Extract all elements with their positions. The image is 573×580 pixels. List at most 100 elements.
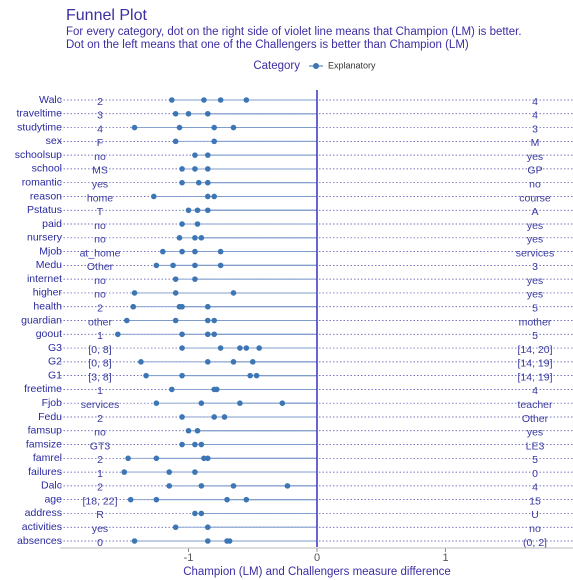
- challenger-label: 0: [97, 537, 103, 549]
- dot: [194, 221, 201, 227]
- challenger-label: yes: [92, 178, 108, 190]
- dot: [217, 345, 224, 351]
- challenger-label: services: [81, 399, 120, 411]
- dot: [176, 124, 183, 131]
- challenger-label: 1: [97, 330, 103, 342]
- dot: [204, 179, 211, 186]
- dot: [211, 317, 217, 324]
- challenger-label: no: [94, 289, 106, 301]
- challenger-label: 4: [97, 123, 103, 135]
- champion-label: [14, 19]: [517, 358, 552, 370]
- dot: [168, 386, 175, 393]
- dot: [230, 290, 237, 296]
- dot: [221, 414, 228, 420]
- dot: [192, 235, 198, 241]
- challenger-label: GT3: [90, 440, 111, 452]
- row-name: Medu: [36, 259, 62, 271]
- dot: [127, 496, 134, 503]
- row-name: Mjob: [39, 245, 62, 257]
- champion-label: U: [531, 509, 539, 521]
- dot: [192, 469, 198, 475]
- dot: [198, 441, 205, 448]
- challenger-label: [3, 8]: [88, 371, 111, 383]
- row-name: G2: [48, 356, 62, 368]
- challenger-label: yes: [92, 523, 108, 535]
- challenger-label: home: [87, 192, 113, 204]
- challenger-label: 2: [97, 413, 103, 425]
- dot: [195, 179, 202, 186]
- row-name: paid: [42, 218, 62, 230]
- dot: [237, 345, 243, 351]
- champion-label: [14, 20]: [517, 344, 552, 356]
- dot: [153, 496, 160, 503]
- dot: [185, 427, 192, 434]
- dot: [204, 359, 211, 365]
- chart-title: Funnel Plot: [66, 7, 147, 24]
- champion-label: mother: [519, 316, 552, 328]
- dot: [170, 262, 176, 269]
- challenger-label: [0, 8]: [88, 344, 111, 356]
- champion-label: Other: [522, 413, 549, 425]
- row-name: health: [33, 301, 62, 313]
- row-name: famrel: [33, 452, 62, 464]
- dot: [179, 248, 185, 255]
- champion-label: GP: [527, 165, 542, 177]
- dot: [194, 207, 201, 214]
- row-name: absences: [17, 535, 62, 547]
- row-name: goout: [36, 328, 62, 340]
- dot: [153, 400, 160, 406]
- dot: [172, 276, 179, 282]
- row-name: reason: [30, 190, 62, 202]
- champion-label: course: [519, 192, 551, 204]
- dot: [230, 124, 237, 131]
- challenger-label: [0, 8]: [88, 358, 111, 370]
- dot: [204, 317, 211, 324]
- champion-label: 4: [532, 385, 538, 397]
- row-name: school: [32, 163, 62, 175]
- challenger-label: MS: [92, 165, 108, 177]
- row-name: nursery: [27, 232, 63, 244]
- dot: [166, 469, 173, 475]
- challenger-label: 3: [97, 110, 103, 122]
- dot: [204, 331, 211, 338]
- dot: [192, 152, 198, 158]
- row-name: G1: [48, 369, 62, 381]
- champion-label: (0, 2]: [523, 537, 547, 549]
- legend-label: Explanatory: [328, 60, 376, 70]
- dot: [192, 510, 198, 517]
- dot: [166, 483, 173, 489]
- dot: [179, 221, 185, 227]
- subtitle: For every category, dot on the right sid…: [66, 26, 522, 38]
- champion-label: 4: [532, 110, 538, 122]
- row-name: address: [25, 507, 62, 519]
- dot: [192, 441, 198, 448]
- champion-label: 3: [532, 261, 538, 273]
- challenger-label: no: [94, 220, 106, 232]
- row-name: famsize: [26, 438, 62, 450]
- row-name: failures: [28, 466, 62, 478]
- dot: [192, 262, 198, 269]
- challenger-label: no: [94, 151, 106, 163]
- dot: [131, 538, 138, 544]
- dot: [213, 386, 220, 393]
- subtitle: Dot on the left means that one of the Ch…: [66, 39, 469, 51]
- dot: [204, 207, 211, 214]
- dot: [192, 248, 198, 255]
- dot: [204, 152, 211, 158]
- dot: [168, 97, 175, 103]
- challenger-label: [18, 22]: [82, 495, 117, 507]
- dot: [204, 455, 211, 462]
- challenger-label: Other: [87, 261, 114, 273]
- dot: [198, 400, 205, 406]
- dot: [160, 248, 166, 255]
- dot: [230, 483, 237, 489]
- dot: [172, 524, 179, 531]
- dot: [243, 345, 250, 351]
- dot: [179, 441, 185, 448]
- dot: [211, 414, 217, 420]
- dot: [115, 331, 121, 338]
- dot: [279, 400, 286, 406]
- dot: [138, 359, 144, 365]
- dot: [249, 359, 256, 365]
- row-name: schoolsup: [15, 149, 62, 161]
